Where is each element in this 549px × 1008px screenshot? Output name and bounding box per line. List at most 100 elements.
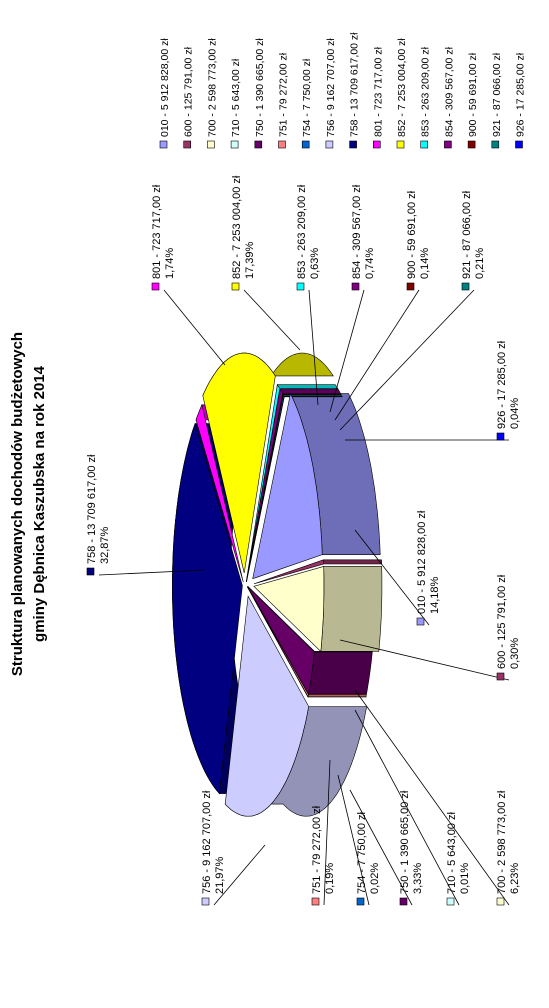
legend-label-756: 756 - 9 162 707,00 zł — [325, 38, 337, 137]
label-marker-900 — [406, 282, 415, 291]
leader-751 — [323, 759, 331, 906]
pie-slice-758 — [172, 422, 243, 795]
legend-item-600: 600 - 125 791,00 zł — [183, 46, 195, 149]
leader-754 — [337, 774, 370, 906]
legend-label-700: 700 - 2 598 773,00 zł — [206, 38, 218, 137]
legend-swatch-926 — [515, 140, 523, 149]
leader-921 — [339, 289, 475, 431]
data-label-758: 758 - 13 709 617,00 zł 32,87% — [86, 454, 111, 576]
legend-swatch-853 — [420, 140, 429, 149]
label-leader-lines — [98, 289, 510, 906]
data-label-010: 010 - 5 912 828,00 zł 14,18% — [416, 510, 441, 626]
legend-swatch-854 — [444, 140, 452, 149]
label-amount-754: 754 - 7 750,00 zł — [356, 811, 368, 894]
label-marker-600 — [496, 672, 505, 681]
label-percent-854: 0,74% — [364, 248, 376, 279]
legend-item-700: 700 - 2 598 773,00 zł — [206, 38, 218, 149]
label-percent-010: 14,18% — [429, 576, 441, 614]
pie-slice-926 — [246, 395, 285, 583]
label-amount-921: 921 - 87 066,00 zł — [461, 190, 473, 279]
legend-item-754: 754 - 7 750,00 zł — [301, 58, 313, 149]
legend-swatch-758 — [349, 140, 357, 149]
label-marker-750 — [399, 897, 408, 906]
leader-758 — [98, 569, 206, 576]
label-marker-926 — [496, 432, 505, 441]
data-label-700: 700 - 2 598 773,00 zł 6,23% — [496, 790, 521, 906]
legend-swatch-710 — [230, 140, 239, 149]
legend-label-801: 801 - 723 717,00 zł — [372, 46, 384, 137]
label-percent-853: 0,63% — [309, 248, 321, 279]
leader-852 — [243, 289, 301, 351]
label-amount-801: 801 - 723 717,00 zł — [151, 184, 163, 279]
leader-801 — [163, 289, 226, 366]
label-amount-758: 758 - 13 709 617,00 zł — [86, 454, 98, 564]
label-amount-756: 756 - 9 162 707,00 zł — [201, 790, 213, 894]
label-amount-926: 926 - 17 285,00 zł — [496, 340, 508, 429]
pie-slice-852 — [202, 352, 276, 574]
legend-swatch-756 — [325, 140, 334, 149]
label-marker-801 — [151, 282, 160, 291]
pie-side-751 — [307, 694, 367, 698]
data-label-750: 750 - 1 390 665,00 zł 3,33% — [399, 790, 424, 906]
legend: 010 - 5 912 828,00 zł 600 - 125 791,00 zł… — [159, 32, 527, 149]
leader-600 — [339, 639, 510, 681]
pie-side-600 — [323, 559, 383, 565]
pie-side-700 — [320, 566, 383, 652]
data-label-600: 600 - 125 791,00 zł 0,30% — [496, 574, 521, 681]
legend-item-852: 852 - 7 253 004,00 zł — [396, 38, 408, 149]
data-label-853: 853 - 263 209,00 zł 0,63% — [296, 184, 321, 291]
label-percent-700: 6,23% — [509, 863, 521, 894]
chart-title-line2: gminy Dębnica Kaszubska na rok 2014 — [31, 365, 48, 642]
legend-label-926: 926 - 17 285,00 zł — [515, 52, 527, 137]
label-percent-801: 1,74% — [164, 248, 176, 279]
label-percent-600: 0,30% — [509, 638, 521, 669]
label-amount-750: 750 - 1 390 665,00 zł — [399, 790, 411, 894]
legend-item-010: 010 - 5 912 828,00 zł — [159, 38, 171, 149]
legend-label-854: 854 - 309 567,00 zł — [443, 46, 455, 137]
legend-swatch-751 — [278, 140, 286, 149]
leader-854 — [329, 289, 365, 413]
legend-item-710: 710 - 5 643,00 zł — [230, 58, 242, 149]
pie-side-853 — [276, 384, 339, 389]
label-amount-900: 900 - 59 691,00 zł — [406, 190, 418, 279]
label-amount-600: 600 - 125 791,00 zł — [496, 574, 508, 669]
legend-label-852: 852 - 7 253 004,00 zł — [396, 38, 408, 137]
label-percent-900: 0,14% — [419, 248, 431, 279]
legend-item-756: 756 - 9 162 707,00 zł — [325, 38, 337, 149]
data-label-921: 921 - 87 066,00 zł 0,21% — [461, 190, 486, 291]
label-amount-854: 854 - 309 567,00 zł — [351, 184, 363, 279]
label-amount-853: 853 - 263 209,00 zł — [296, 184, 308, 279]
pie-slice-756 — [224, 595, 310, 817]
data-label-756: 756 - 9 162 707,00 zł 21,97% — [201, 790, 226, 906]
label-marker-758 — [86, 567, 95, 576]
label-marker-710 — [446, 897, 455, 906]
label-percent-754: 0,02% — [369, 863, 381, 894]
legend-label-751: 751 - 79 272,00 zł — [278, 52, 290, 137]
leader-900 — [334, 289, 420, 421]
legend-swatch-801 — [372, 140, 381, 149]
label-marker-751 — [311, 897, 320, 906]
legend-swatch-900 — [467, 140, 476, 149]
legend-label-921: 921 - 87 066,00 zł — [491, 52, 503, 137]
label-percent-852: 17,39% — [244, 241, 256, 279]
legend-item-854: 854 - 309 567,00 zł — [443, 46, 455, 149]
pie-side-854 — [279, 388, 342, 395]
label-percent-750: 3,33% — [412, 863, 424, 894]
label-marker-010 — [416, 617, 425, 626]
legend-label-750: 750 - 1 390 665,00 zł — [254, 38, 266, 137]
legend-item-900: 900 - 59 691,00 zł — [467, 52, 479, 149]
data-label-852: 852 - 7 253 004,00 zł 17,39% — [231, 175, 256, 291]
data-label-900: 900 - 59 691,00 zł 0,14% — [406, 190, 431, 291]
legend-swatch-754 — [301, 140, 310, 149]
legend-swatch-700 — [207, 140, 215, 149]
chart-title-line1: Struktura planowanych dochodów budżetowy… — [9, 332, 26, 676]
label-percent-756: 21,97% — [214, 856, 226, 894]
leader-756 — [213, 844, 266, 906]
data-label-854: 854 - 309 567,00 zł 0,74% — [351, 184, 376, 291]
legend-swatch-010 — [159, 140, 168, 149]
label-marker-852 — [231, 282, 240, 291]
legend-label-900: 900 - 59 691,00 zł — [467, 52, 479, 137]
leader-853 — [308, 289, 319, 406]
label-percent-751: 0,19% — [324, 863, 336, 894]
